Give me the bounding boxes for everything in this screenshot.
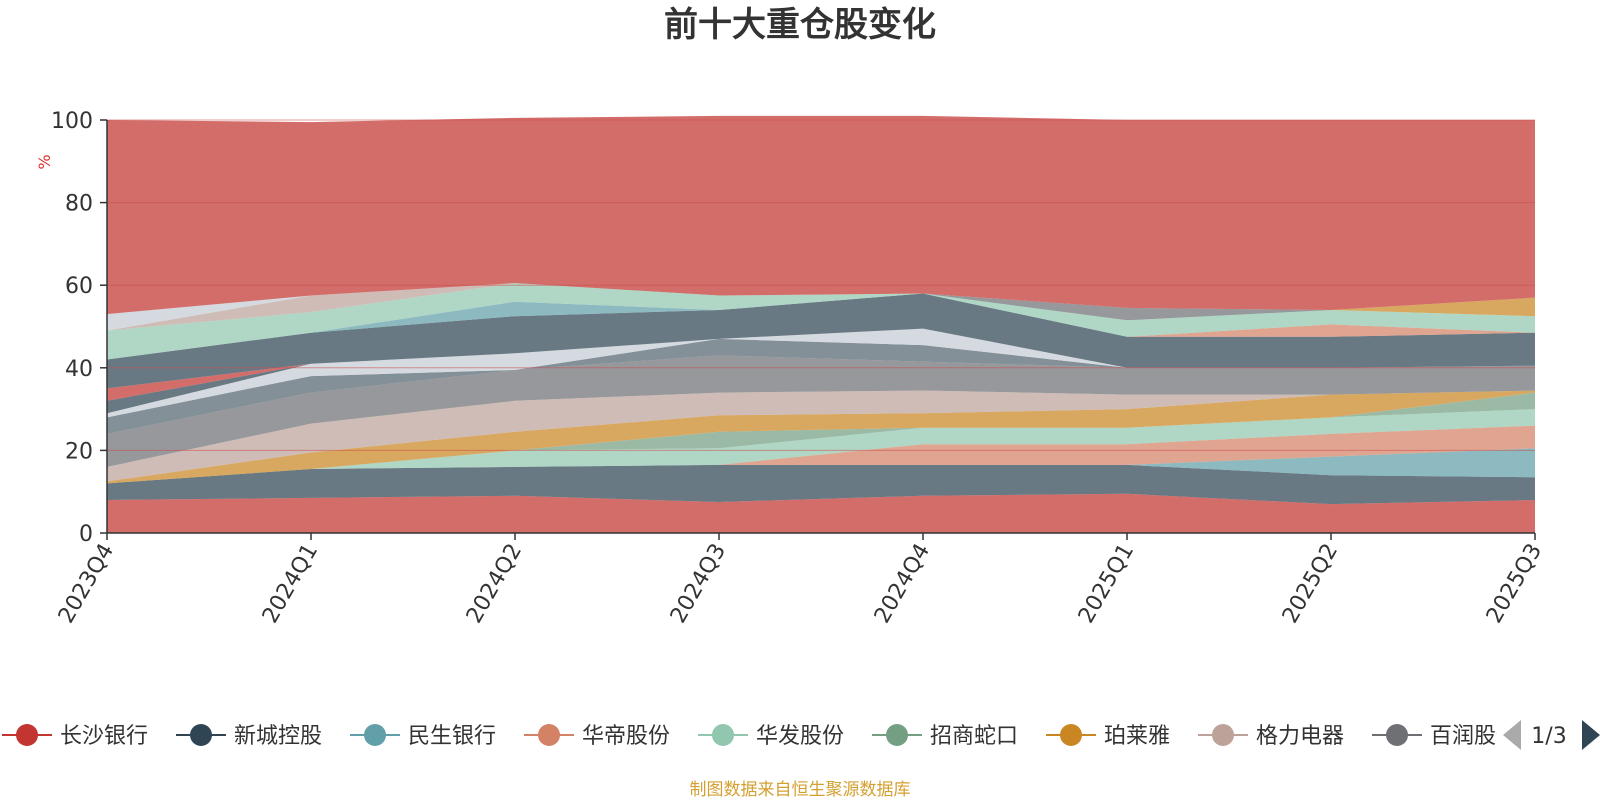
triangle-right-icon[interactable] bbox=[1582, 720, 1600, 750]
area-series-1 bbox=[107, 493, 1535, 533]
legend-item[interactable]: 新城控股 bbox=[176, 724, 322, 749]
x-tick-label: 2025Q2 bbox=[1278, 540, 1343, 628]
legend-dot-icon bbox=[1386, 724, 1408, 746]
y-tick-label: 100 bbox=[51, 109, 93, 134]
legend-label: 格力电器 bbox=[1256, 724, 1344, 749]
y-tick-label: 80 bbox=[65, 192, 93, 217]
x-tick-label: 2024Q4 bbox=[870, 540, 935, 628]
x-tick-label: 2025Q3 bbox=[1482, 540, 1547, 628]
chart-title: 前十大重仓股变化 bbox=[664, 5, 936, 45]
legend-item[interactable]: 长沙银行 bbox=[2, 724, 148, 749]
legend-label: 百润股份 bbox=[1430, 724, 1518, 749]
x-tick-label: 2024Q1 bbox=[258, 540, 323, 628]
legend-dot-icon bbox=[1060, 724, 1082, 746]
legend-dot-icon bbox=[364, 724, 386, 746]
legend-item[interactable]: 华发股份 bbox=[698, 724, 844, 749]
x-tick-label: 2024Q3 bbox=[666, 540, 731, 628]
legend-dot-icon bbox=[886, 724, 908, 746]
y-tick-label: 60 bbox=[65, 274, 93, 299]
area-series-10 bbox=[107, 355, 1535, 434]
area-series-4 bbox=[107, 425, 1535, 484]
legend-label: 招商蛇口 bbox=[930, 724, 1018, 749]
y-axis-unit-label: % bbox=[35, 154, 54, 169]
area-series-3 bbox=[107, 448, 1535, 484]
triangle-left-icon[interactable] bbox=[1503, 720, 1521, 750]
area-series-16 bbox=[107, 293, 1535, 389]
legend-label: 民生银行 bbox=[408, 724, 496, 749]
area-series-8 bbox=[107, 390, 1535, 482]
area-series-2 bbox=[107, 464, 1535, 505]
area-series-17 bbox=[107, 293, 1535, 360]
area-series-9 bbox=[107, 355, 1535, 467]
y-tick-label: 40 bbox=[65, 357, 93, 382]
data-source-note: 制图数据来自恒生聚源数据库 bbox=[690, 780, 911, 800]
legend-dot-icon bbox=[16, 724, 38, 746]
legend-item[interactable]: 招商蛇口 bbox=[872, 724, 1018, 749]
legend-pager: 1/3 bbox=[1503, 720, 1600, 750]
legend-label: 华发股份 bbox=[756, 724, 844, 749]
legend-dot-icon bbox=[712, 724, 734, 746]
x-tick-label: 2023Q4 bbox=[54, 540, 119, 628]
area-series-11 bbox=[107, 355, 1535, 418]
legend-item[interactable]: 民生银行 bbox=[350, 724, 496, 749]
legend-item[interactable]: 珀莱雅 bbox=[1046, 724, 1170, 749]
area-series-5 bbox=[107, 409, 1535, 484]
legend-item[interactable]: 格力电器 bbox=[1198, 724, 1344, 749]
x-tick-label: 2025Q1 bbox=[1074, 540, 1139, 628]
area-series-19 bbox=[107, 283, 1535, 360]
legend-label: 新城控股 bbox=[234, 724, 322, 749]
legend-page-indicator: 1/3 bbox=[1531, 724, 1566, 749]
area-series-12 bbox=[107, 338, 1535, 414]
legend-item[interactable]: 华帝股份 bbox=[524, 724, 670, 749]
area-series-24 bbox=[107, 115, 1535, 315]
area-series-7 bbox=[107, 390, 1535, 484]
legend: 长沙银行 新城控股 民生银行 华帝股份 华发股份 招商蛇口 珀莱雅 格力电器 百润股份 bbox=[2, 724, 1518, 749]
areas-layer bbox=[107, 115, 1535, 533]
y-tick-label: 20 bbox=[65, 439, 93, 464]
legend-item[interactable]: 百润股份 bbox=[1372, 724, 1518, 749]
y-tick-label: 0 bbox=[79, 522, 93, 547]
area-series-6 bbox=[107, 392, 1535, 484]
legend-dot-icon bbox=[190, 724, 212, 746]
legend-label: 珀莱雅 bbox=[1104, 724, 1170, 749]
legend-dot-icon bbox=[538, 724, 560, 746]
legend-dot-icon bbox=[1212, 724, 1234, 746]
legend-label: 长沙银行 bbox=[60, 724, 148, 749]
grid-layer bbox=[107, 119, 1535, 451]
legend-label: 华帝股份 bbox=[582, 724, 670, 749]
x-tick-label: 2024Q2 bbox=[462, 540, 527, 628]
